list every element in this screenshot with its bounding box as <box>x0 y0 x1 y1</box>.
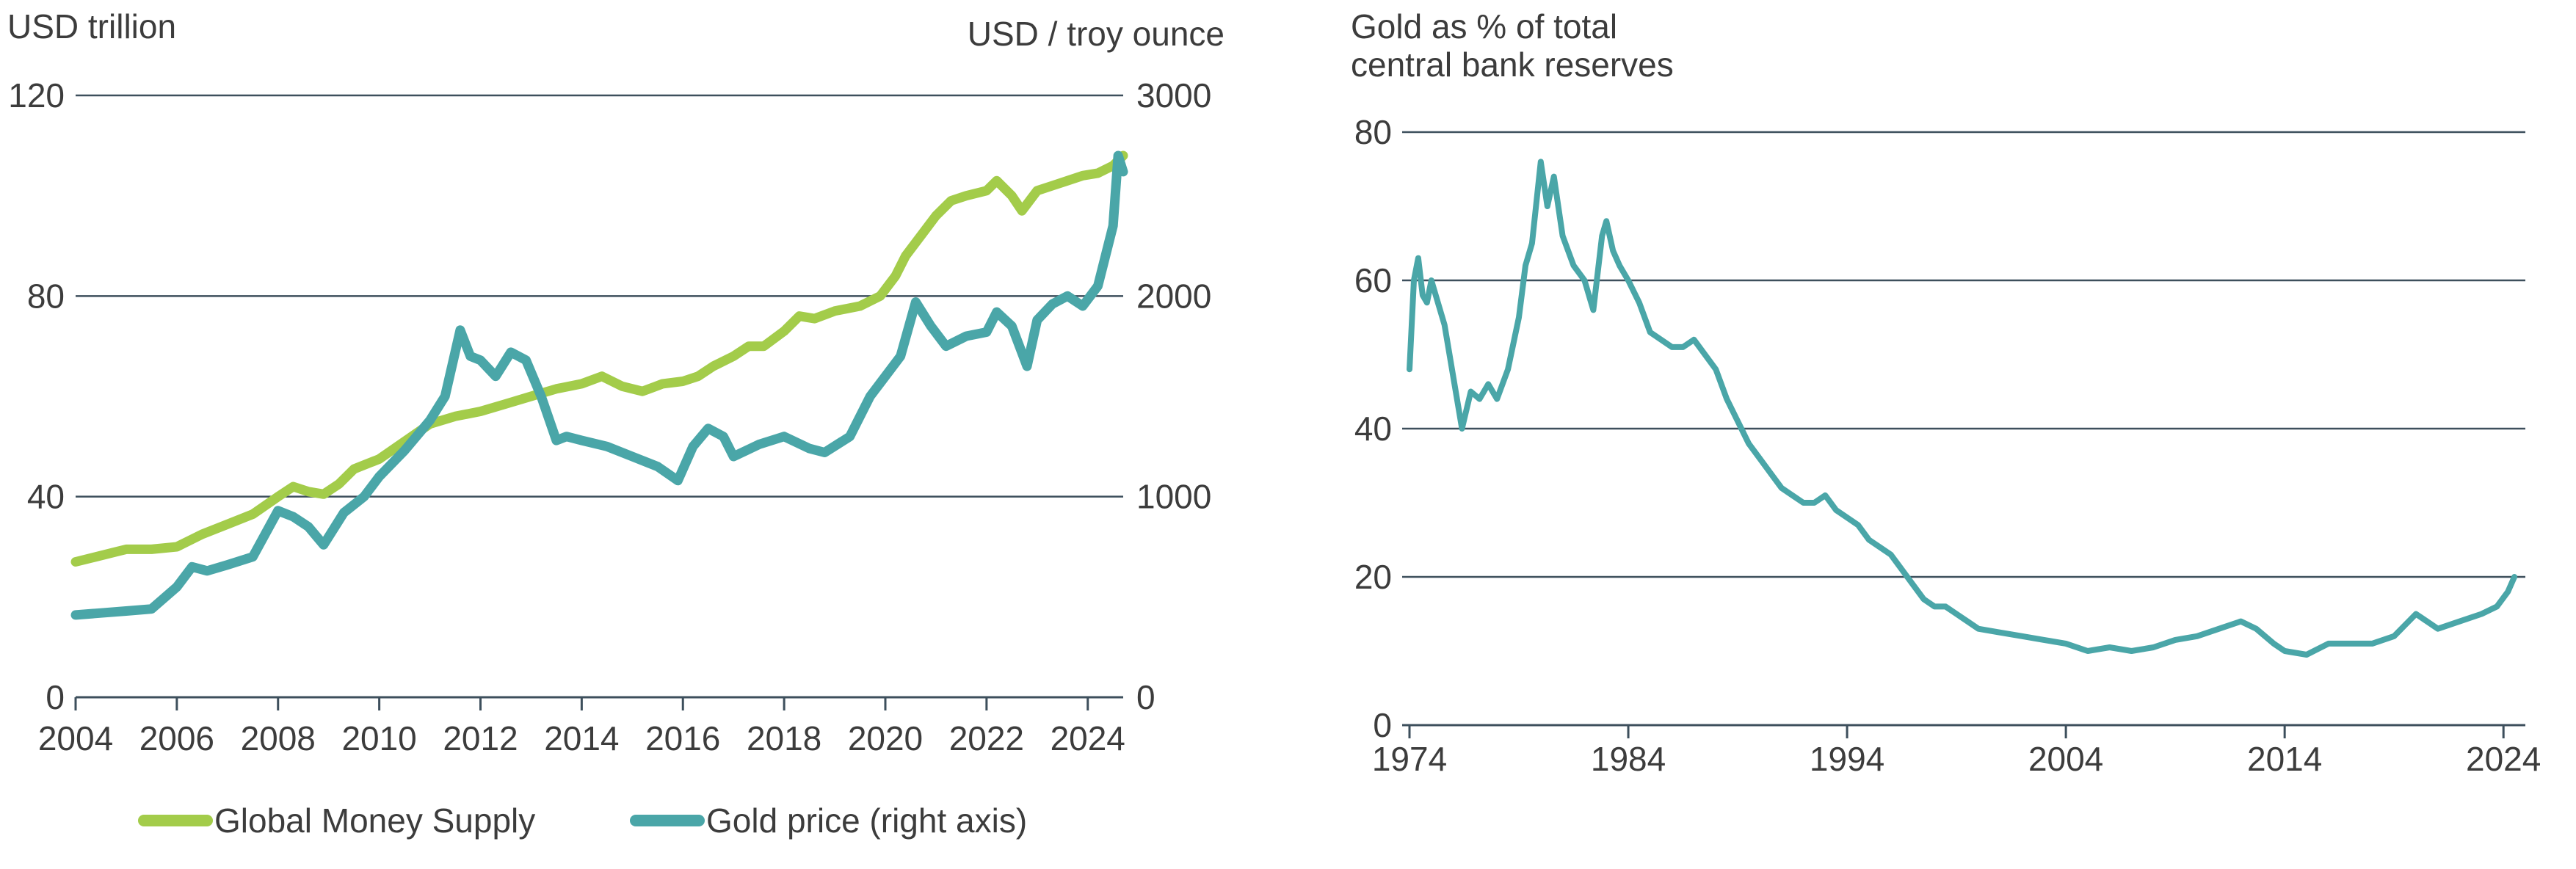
money-supply-line <box>70 150 1128 567</box>
left-series-group <box>70 150 1128 620</box>
left-y-tick-label: 0 <box>46 678 65 716</box>
right-chart-title-line-1: Gold as % of total <box>1351 7 1617 46</box>
left-x-tick-label: 2020 <box>848 719 923 757</box>
right-chart-y-tick-label: 80 <box>1354 113 1392 151</box>
left-x-tick-label: 2016 <box>645 719 720 757</box>
right-chart-y-tick-label: 20 <box>1354 558 1392 596</box>
right-x-tick-label: 1974 <box>1372 740 1447 778</box>
right-x-tick-label: 1984 <box>1591 740 1666 778</box>
right-y-tick-label: 1000 <box>1136 478 1211 516</box>
right-x-tick-label: 2014 <box>2247 740 2322 778</box>
right-x-tick-label: 1994 <box>1810 740 1884 778</box>
gold-share-reserves-line <box>1407 159 2518 658</box>
left-chart: USD trillion USD / troy ounce 0 40 80 120 0… <box>7 7 1224 840</box>
right-y-tick-label: 2000 <box>1136 277 1211 315</box>
left-x-tick-label: 2010 <box>341 719 416 757</box>
right-y-tick-label: 3000 <box>1136 76 1211 114</box>
left-axis-title: USD trillion <box>7 7 176 46</box>
left-gridlines <box>76 94 1123 699</box>
left-x-axis-labels: 2004 2006 2008 2010 2012 2014 2016 2018 2020 2022… <box>38 697 1125 757</box>
legend: Global Money Supply Gold price (right ax… <box>138 801 1027 840</box>
left-x-tick-label: 2012 <box>443 719 518 757</box>
left-y-axis-labels: 0 40 80 120 <box>8 76 65 716</box>
right-x-tick-label: 2024 <box>2466 740 2541 778</box>
right-chart-y-axis-labels: 0 20 40 60 80 <box>1354 113 1392 744</box>
right-y-tick-label: 0 <box>1136 678 1155 716</box>
gold-price-line <box>70 150 1128 620</box>
right-chart-title-line-2: central bank reserves <box>1351 46 1674 84</box>
right-chart-y-tick-label: 0 <box>1373 706 1392 744</box>
left-x-tick-label: 2024 <box>1051 719 1125 757</box>
left-x-tick-label: 2008 <box>241 719 316 757</box>
left-x-tick-label: 2004 <box>38 719 113 757</box>
legend-item-gold-price: Gold price (right axis) <box>630 801 1027 840</box>
left-x-tick-label: 2014 <box>544 719 619 757</box>
left-y-tick-label: 80 <box>27 277 65 315</box>
right-chart-y-tick-label: 40 <box>1354 410 1392 448</box>
legend-item-money-supply: Global Money Supply <box>138 801 535 840</box>
right-chart-x-axis: 1974 1984 1994 2004 2014 2024 <box>1372 724 2541 778</box>
legend-label-gold-price: Gold price (right axis) <box>706 801 1027 840</box>
right-chart: Gold as % of total central bank reserves… <box>1351 7 2541 778</box>
right-axis-title: USD / troy ounce <box>968 15 1224 53</box>
left-y-tick-label: 120 <box>8 76 65 114</box>
left-x-tick-label: 2006 <box>139 719 214 757</box>
legend-label-money-supply: Global Money Supply <box>214 801 535 840</box>
right-series-group <box>1407 159 2518 658</box>
left-x-tick-label: 2018 <box>747 719 821 757</box>
right-gridlines <box>1402 131 2525 578</box>
left-x-tick-label: 2022 <box>949 719 1024 757</box>
left-y-tick-label: 40 <box>27 478 65 516</box>
right-x-tick-label: 2004 <box>2028 740 2103 778</box>
right-chart-y-tick-label: 60 <box>1354 261 1392 299</box>
right-y-axis-labels: 0 1000 2000 3000 <box>1136 76 1211 716</box>
